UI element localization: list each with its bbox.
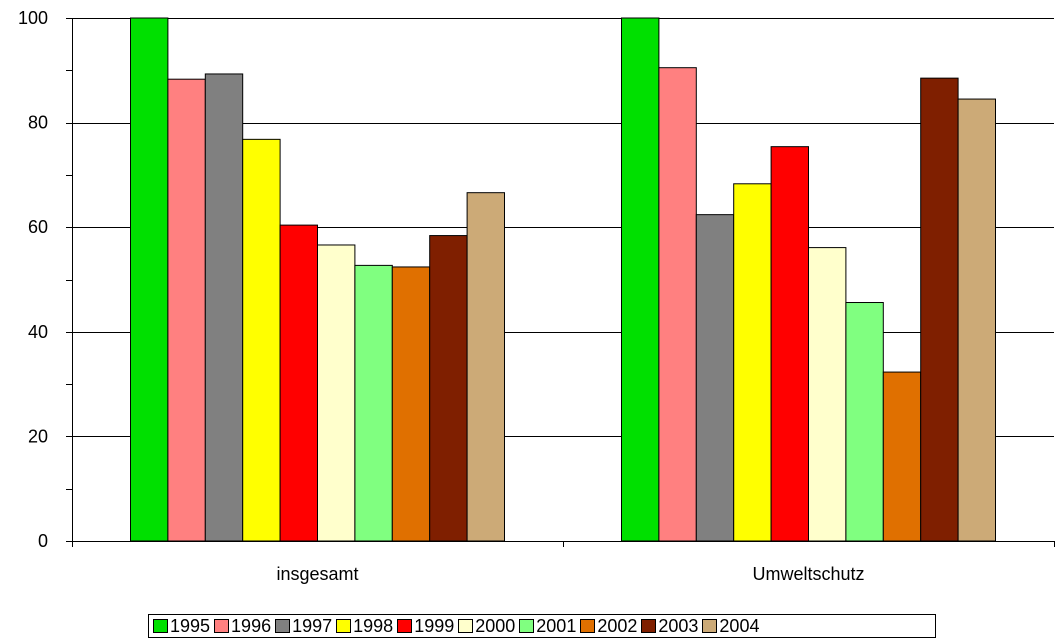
y-axis-tick-labels: 0 20 40 60 80 100 [18, 8, 48, 551]
legend-swatch [397, 619, 413, 633]
legend-swatch [275, 619, 291, 633]
bar-insgesamt-1998 [242, 138, 281, 542]
y-tick-label: 20 [28, 426, 48, 446]
x-axis-category-labels: insgesamt Umweltschutz [276, 564, 864, 584]
x-category-label: insgesamt [276, 564, 358, 584]
legend-swatch [336, 619, 352, 633]
legend-label: 1997 [292, 616, 333, 636]
bar-insgesamt-1996 [167, 78, 206, 542]
legend-item: 1996 [214, 616, 271, 636]
bar-chart: 0 20 40 60 80 100 insgesamt Umweltschutz [18, 8, 1055, 584]
bar-insgesamt-2001 [354, 264, 393, 542]
legend-label: 2003 [658, 616, 699, 636]
legend-item: 1997 [275, 616, 332, 636]
bar-umweltschutz-1997 [695, 214, 735, 542]
legend: 1995 1996 1997 1998 1999 2000 2001 2002 2003 2004 [148, 614, 936, 638]
y-tick-label: 80 [28, 113, 48, 133]
y-tick-label: 40 [28, 322, 48, 342]
axes [66, 18, 1055, 547]
legend-label: 1999 [414, 616, 455, 636]
legend-item: 2002 [580, 616, 637, 636]
legend-label: 1995 [170, 616, 211, 636]
bar-umweltschutz-2001 [845, 302, 884, 542]
x-category-label: Umweltschutz [752, 564, 864, 584]
bar-insgesamt-2002 [391, 266, 431, 542]
legend-swatch [580, 619, 596, 633]
bar-umweltschutz-2002 [882, 371, 922, 542]
bar-insgesamt-1995 [130, 17, 169, 542]
y-tick-label: 60 [28, 217, 48, 237]
legend-item: 2004 [702, 616, 759, 636]
bar-umweltschutz-1999 [770, 146, 809, 542]
legend-swatch [153, 619, 168, 633]
legend-label: 2004 [719, 616, 760, 636]
bar-umweltschutz-1995 [621, 17, 660, 542]
bar-umweltschutz-2000 [808, 247, 847, 542]
legend-label: 1998 [353, 616, 394, 636]
bar-umweltschutz-1998 [733, 183, 772, 542]
legend-swatch [702, 619, 718, 633]
legend-swatch [214, 619, 230, 633]
legend-label: 2001 [536, 616, 577, 636]
bar-umweltschutz-2004 [957, 98, 996, 542]
legend-label: 2000 [475, 616, 516, 636]
bar-umweltschutz-2003 [920, 77, 959, 542]
legend-item: 2000 [458, 616, 515, 636]
legend-swatch [641, 619, 657, 633]
legend-item: 1999 [397, 616, 454, 636]
bar-insgesamt-2000 [317, 244, 356, 542]
bar-insgesamt-2003 [429, 235, 468, 542]
legend-swatch [519, 619, 535, 633]
bar-umweltschutz-1996 [658, 67, 697, 542]
bars [130, 17, 996, 542]
legend-item: 2003 [641, 616, 698, 636]
y-tick-label: 100 [18, 8, 48, 28]
bar-insgesamt-1997 [204, 73, 244, 542]
legend-label: 1996 [231, 616, 272, 636]
legend-item: 1998 [336, 616, 393, 636]
legend-label: 2002 [597, 616, 638, 636]
legend-item: 2001 [519, 616, 576, 636]
bar-insgesamt-1999 [279, 224, 319, 542]
legend-item: 1995 [153, 616, 210, 636]
y-tick-label: 0 [38, 531, 48, 551]
bar-insgesamt-2004 [466, 192, 506, 542]
legend-swatch [458, 619, 474, 633]
